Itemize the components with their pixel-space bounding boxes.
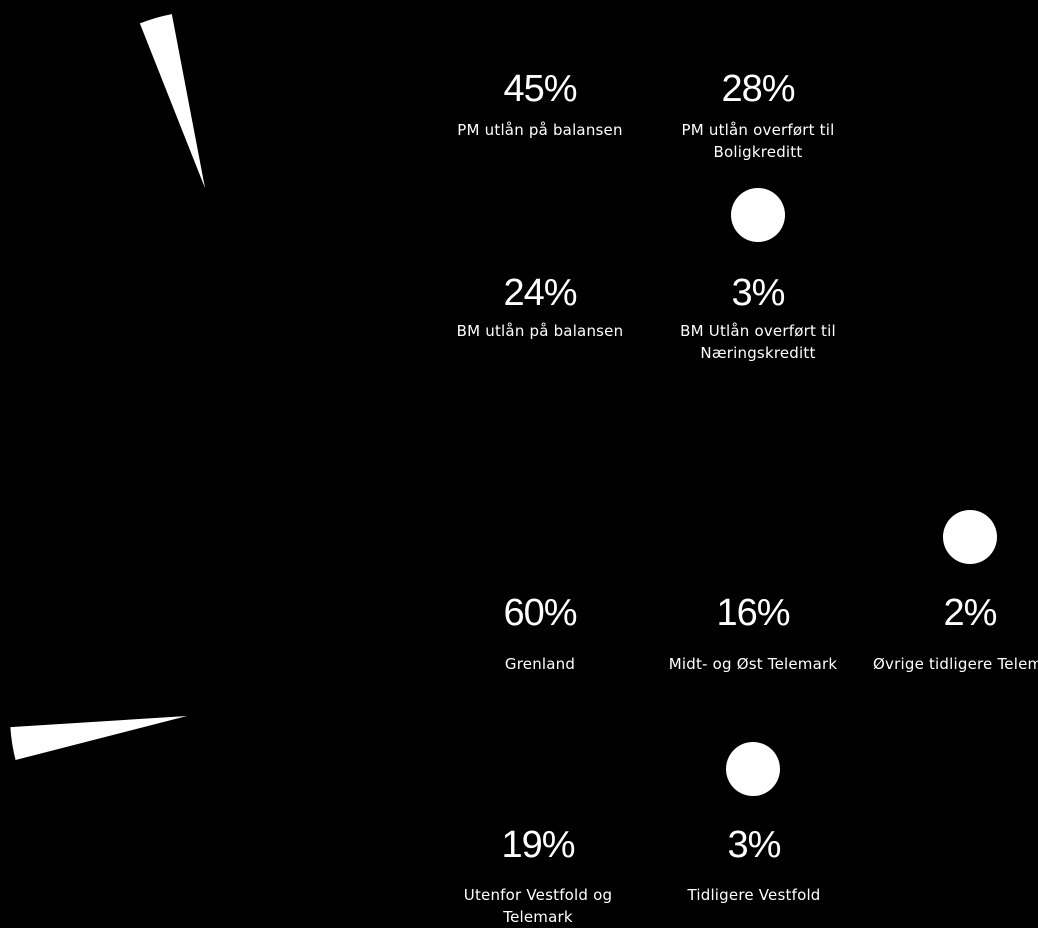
loans-slice-1 — [36, 188, 291, 366]
label-ovrige-telemark: Øvrige tidligere Telemark — [873, 655, 1038, 673]
label-bm-balance: BM utlån på balansen — [456, 322, 624, 340]
legend-swatch-ovrige-telemark — [943, 510, 997, 564]
label-midt-ost-telemark: Midt- og Øst Telemark — [668, 655, 838, 673]
label-tidligere-vestfold: Tidligere Vestfold — [687, 886, 821, 904]
percent-bm-naeringskreditt: 3% — [731, 272, 786, 314]
loans-slice-3 — [139, 14, 205, 189]
percent-pm-boligkreditt: 28% — [721, 68, 795, 110]
percent-tidligere-vestfold: 3% — [727, 824, 782, 866]
regions-slice-4 — [10, 716, 187, 761]
regions-slice-3 — [15, 716, 188, 892]
percent-midt-ost-telemark: 16% — [716, 592, 790, 634]
percent-utenfor-vt: 19% — [501, 824, 575, 866]
percent-pm-balance: 45% — [503, 68, 577, 110]
label-utenfor-vt: Utenfor Vestfold og Telemark — [463, 886, 613, 926]
percent-ovrige-telemark: 2% — [943, 592, 998, 634]
pie-chart-loans — [27, 11, 382, 366]
regions-slice-0 — [10, 539, 365, 811]
percent-grenland: 60% — [503, 592, 577, 634]
label-bm-naeringskreditt: BM Utlån overført til Næringskreditt — [680, 322, 836, 362]
loans-slice-0 — [171, 11, 382, 344]
pie-chart-regions — [10, 539, 365, 893]
regions-slice-1 — [187, 716, 337, 893]
percent-bm-balance: 24% — [503, 272, 577, 314]
regions-slice-2 — [164, 716, 187, 893]
loans-slice-2 — [27, 23, 206, 243]
label-pm-balance: PM utlån på balansen — [457, 121, 623, 139]
label-pm-boligkreditt: PM utlån overført til Boligkreditt — [681, 121, 835, 161]
legend-swatch-tidligere-vestfold — [726, 742, 780, 796]
label-grenland: Grenland — [504, 655, 576, 673]
legend-swatch-bm-naeringskreditt — [731, 188, 785, 242]
